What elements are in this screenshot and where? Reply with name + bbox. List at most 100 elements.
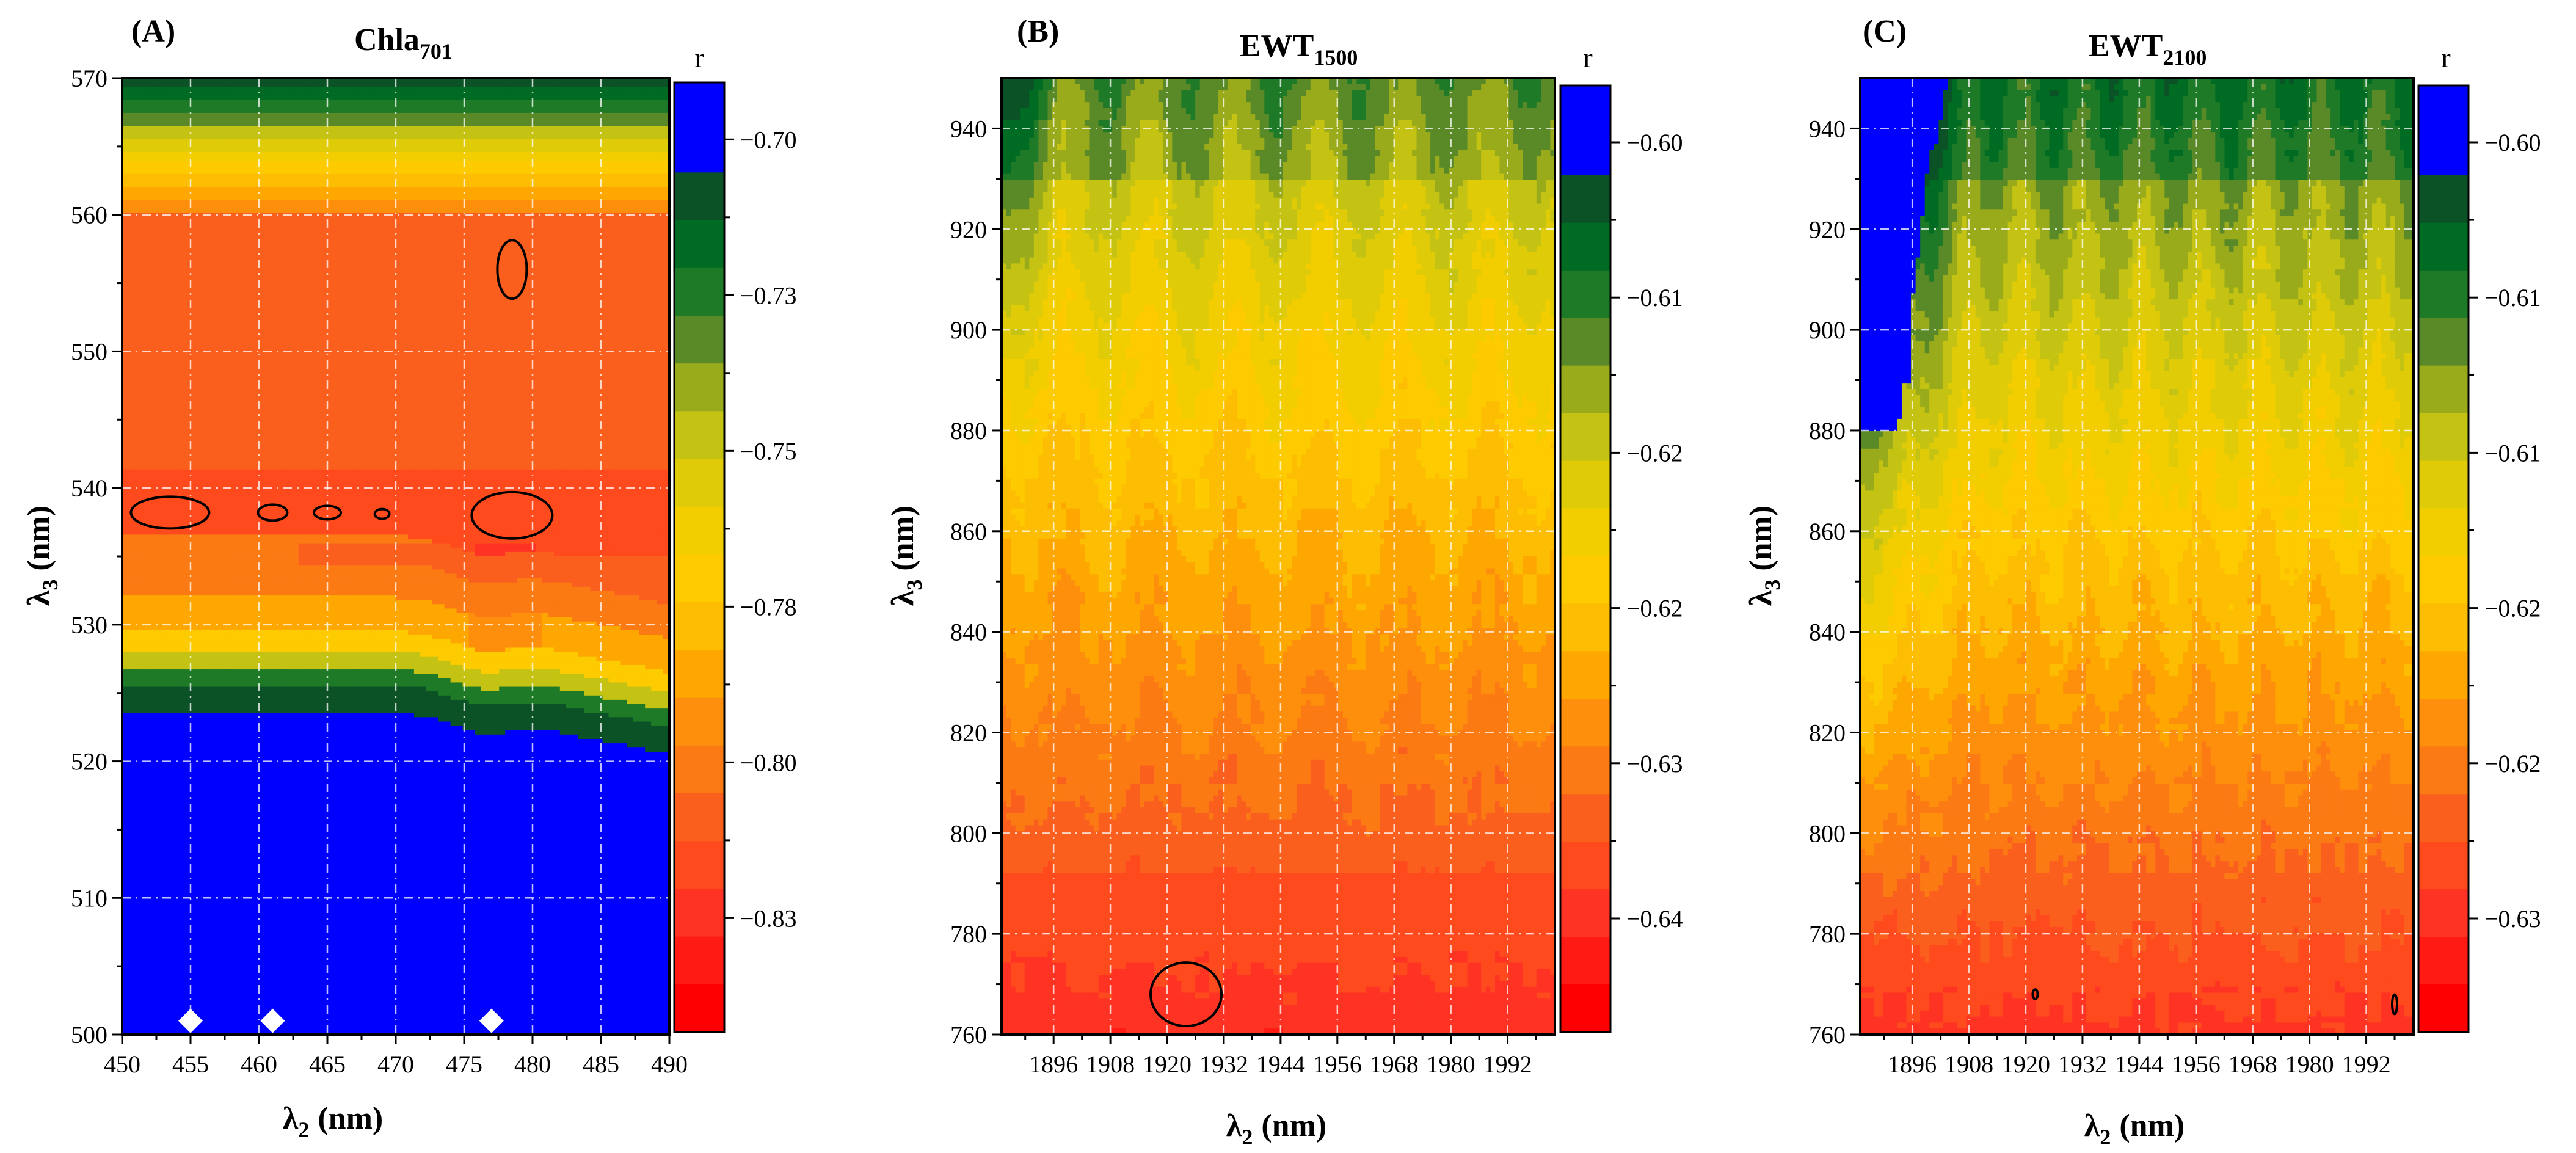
heatmap-cell [547, 256, 555, 261]
heatmap-cell [627, 178, 634, 183]
heatmap-cell [298, 82, 305, 88]
heatmap-cell [590, 95, 597, 101]
heatmap-cell [468, 100, 476, 105]
heatmap-cell [164, 200, 172, 205]
heatmap-cell [663, 239, 669, 244]
heatmap-cell [335, 308, 342, 314]
heatmap-cell [633, 130, 640, 136]
heatmap-cell [213, 208, 220, 214]
heatmap-cell [250, 286, 257, 292]
heatmap-cell [225, 104, 232, 109]
heatmap-cell [134, 226, 141, 231]
heatmap-cell [134, 134, 141, 140]
heatmap-cell [444, 247, 451, 253]
heatmap-cell [128, 278, 135, 283]
heatmap-cell [176, 317, 184, 322]
heatmap-cell [250, 186, 257, 192]
heatmap-cell [219, 260, 227, 266]
heatmap-cell [608, 252, 616, 257]
heatmap-cell [377, 173, 384, 179]
heatmap-cell [134, 204, 141, 209]
heatmap-cell [322, 308, 330, 314]
heatmap-cell [407, 173, 415, 179]
heatmap-cell [292, 82, 299, 88]
heatmap-cell [462, 186, 470, 192]
heatmap-cell [493, 152, 500, 157]
heatmap-cell [140, 313, 147, 318]
heatmap-cell [244, 286, 250, 292]
heatmap-cell [183, 278, 190, 283]
heatmap-cell [170, 134, 178, 140]
heatmap-cell [627, 169, 634, 175]
heatmap-cell [146, 256, 153, 261]
heatmap-cell [384, 143, 390, 148]
heatmap-cell [365, 87, 372, 92]
heatmap-cell [651, 87, 658, 92]
heatmap-cell [347, 139, 354, 144]
heatmap-cell [146, 200, 153, 205]
heatmap-cell [541, 226, 548, 231]
heatmap-cell [608, 260, 616, 266]
heatmap-cell [633, 161, 640, 166]
heatmap-cell [438, 169, 445, 175]
heatmap-cell [596, 247, 603, 253]
heatmap-cell [596, 165, 603, 170]
heatmap-cell [158, 226, 166, 231]
heatmap-cell [566, 260, 573, 266]
heatmap-cell [420, 169, 427, 175]
heatmap-cell [639, 230, 646, 236]
heatmap-cell [304, 252, 311, 257]
heatmap-cell [547, 139, 555, 144]
heatmap-cell [413, 143, 421, 148]
heatmap-cell [219, 213, 227, 218]
heatmap-cell [584, 95, 591, 101]
heatmap-cell [183, 260, 190, 266]
heatmap-cell [627, 130, 634, 136]
heatmap-cell [620, 278, 628, 283]
heatmap-cell [322, 78, 330, 83]
heatmap-cell [365, 191, 372, 196]
heatmap-cell [261, 186, 269, 192]
heatmap-cell [401, 286, 409, 292]
heatmap-cell [627, 161, 634, 166]
heatmap-cell [633, 208, 640, 214]
heatmap-cell [329, 186, 336, 192]
heatmap-cell [657, 134, 664, 140]
heatmap-cell [456, 147, 464, 153]
heatmap-cell [384, 182, 390, 187]
heatmap-cell [432, 130, 439, 136]
heatmap-cell [578, 221, 585, 227]
heatmap-cell [140, 126, 147, 131]
heatmap-cell [475, 173, 482, 179]
heatmap-cell [590, 186, 597, 192]
heatmap-cell [164, 165, 172, 170]
heatmap-cell [390, 195, 396, 201]
heatmap-cell [475, 269, 482, 275]
heatmap-cell [201, 139, 208, 144]
heatmap-cell [608, 282, 616, 288]
heatmap-cell [559, 178, 567, 183]
heatmap-cell [517, 256, 524, 261]
heatmap-cell [201, 122, 208, 127]
heatmap-cell [547, 304, 555, 310]
heatmap-cell [359, 78, 366, 83]
heatmap-cell [657, 235, 664, 240]
heatmap-cell [614, 100, 622, 105]
heatmap-cell [292, 265, 299, 270]
heatmap-cell [219, 317, 227, 322]
heatmap-cell [158, 152, 166, 157]
heatmap-cell [347, 186, 354, 192]
heatmap-cell [468, 286, 476, 292]
heatmap-cell [250, 243, 257, 249]
heatmap-cell [146, 304, 153, 310]
heatmap-cell [651, 139, 658, 144]
heatmap-cell [475, 156, 482, 162]
heatmap-cell [481, 117, 488, 122]
heatmap-cell [335, 291, 342, 296]
heatmap-cell [413, 204, 421, 209]
heatmap-cell [359, 156, 366, 162]
heatmap-cell [158, 108, 166, 114]
heatmap-cell [341, 317, 348, 322]
heatmap-cell [274, 152, 281, 157]
heatmap-cell [146, 265, 153, 270]
